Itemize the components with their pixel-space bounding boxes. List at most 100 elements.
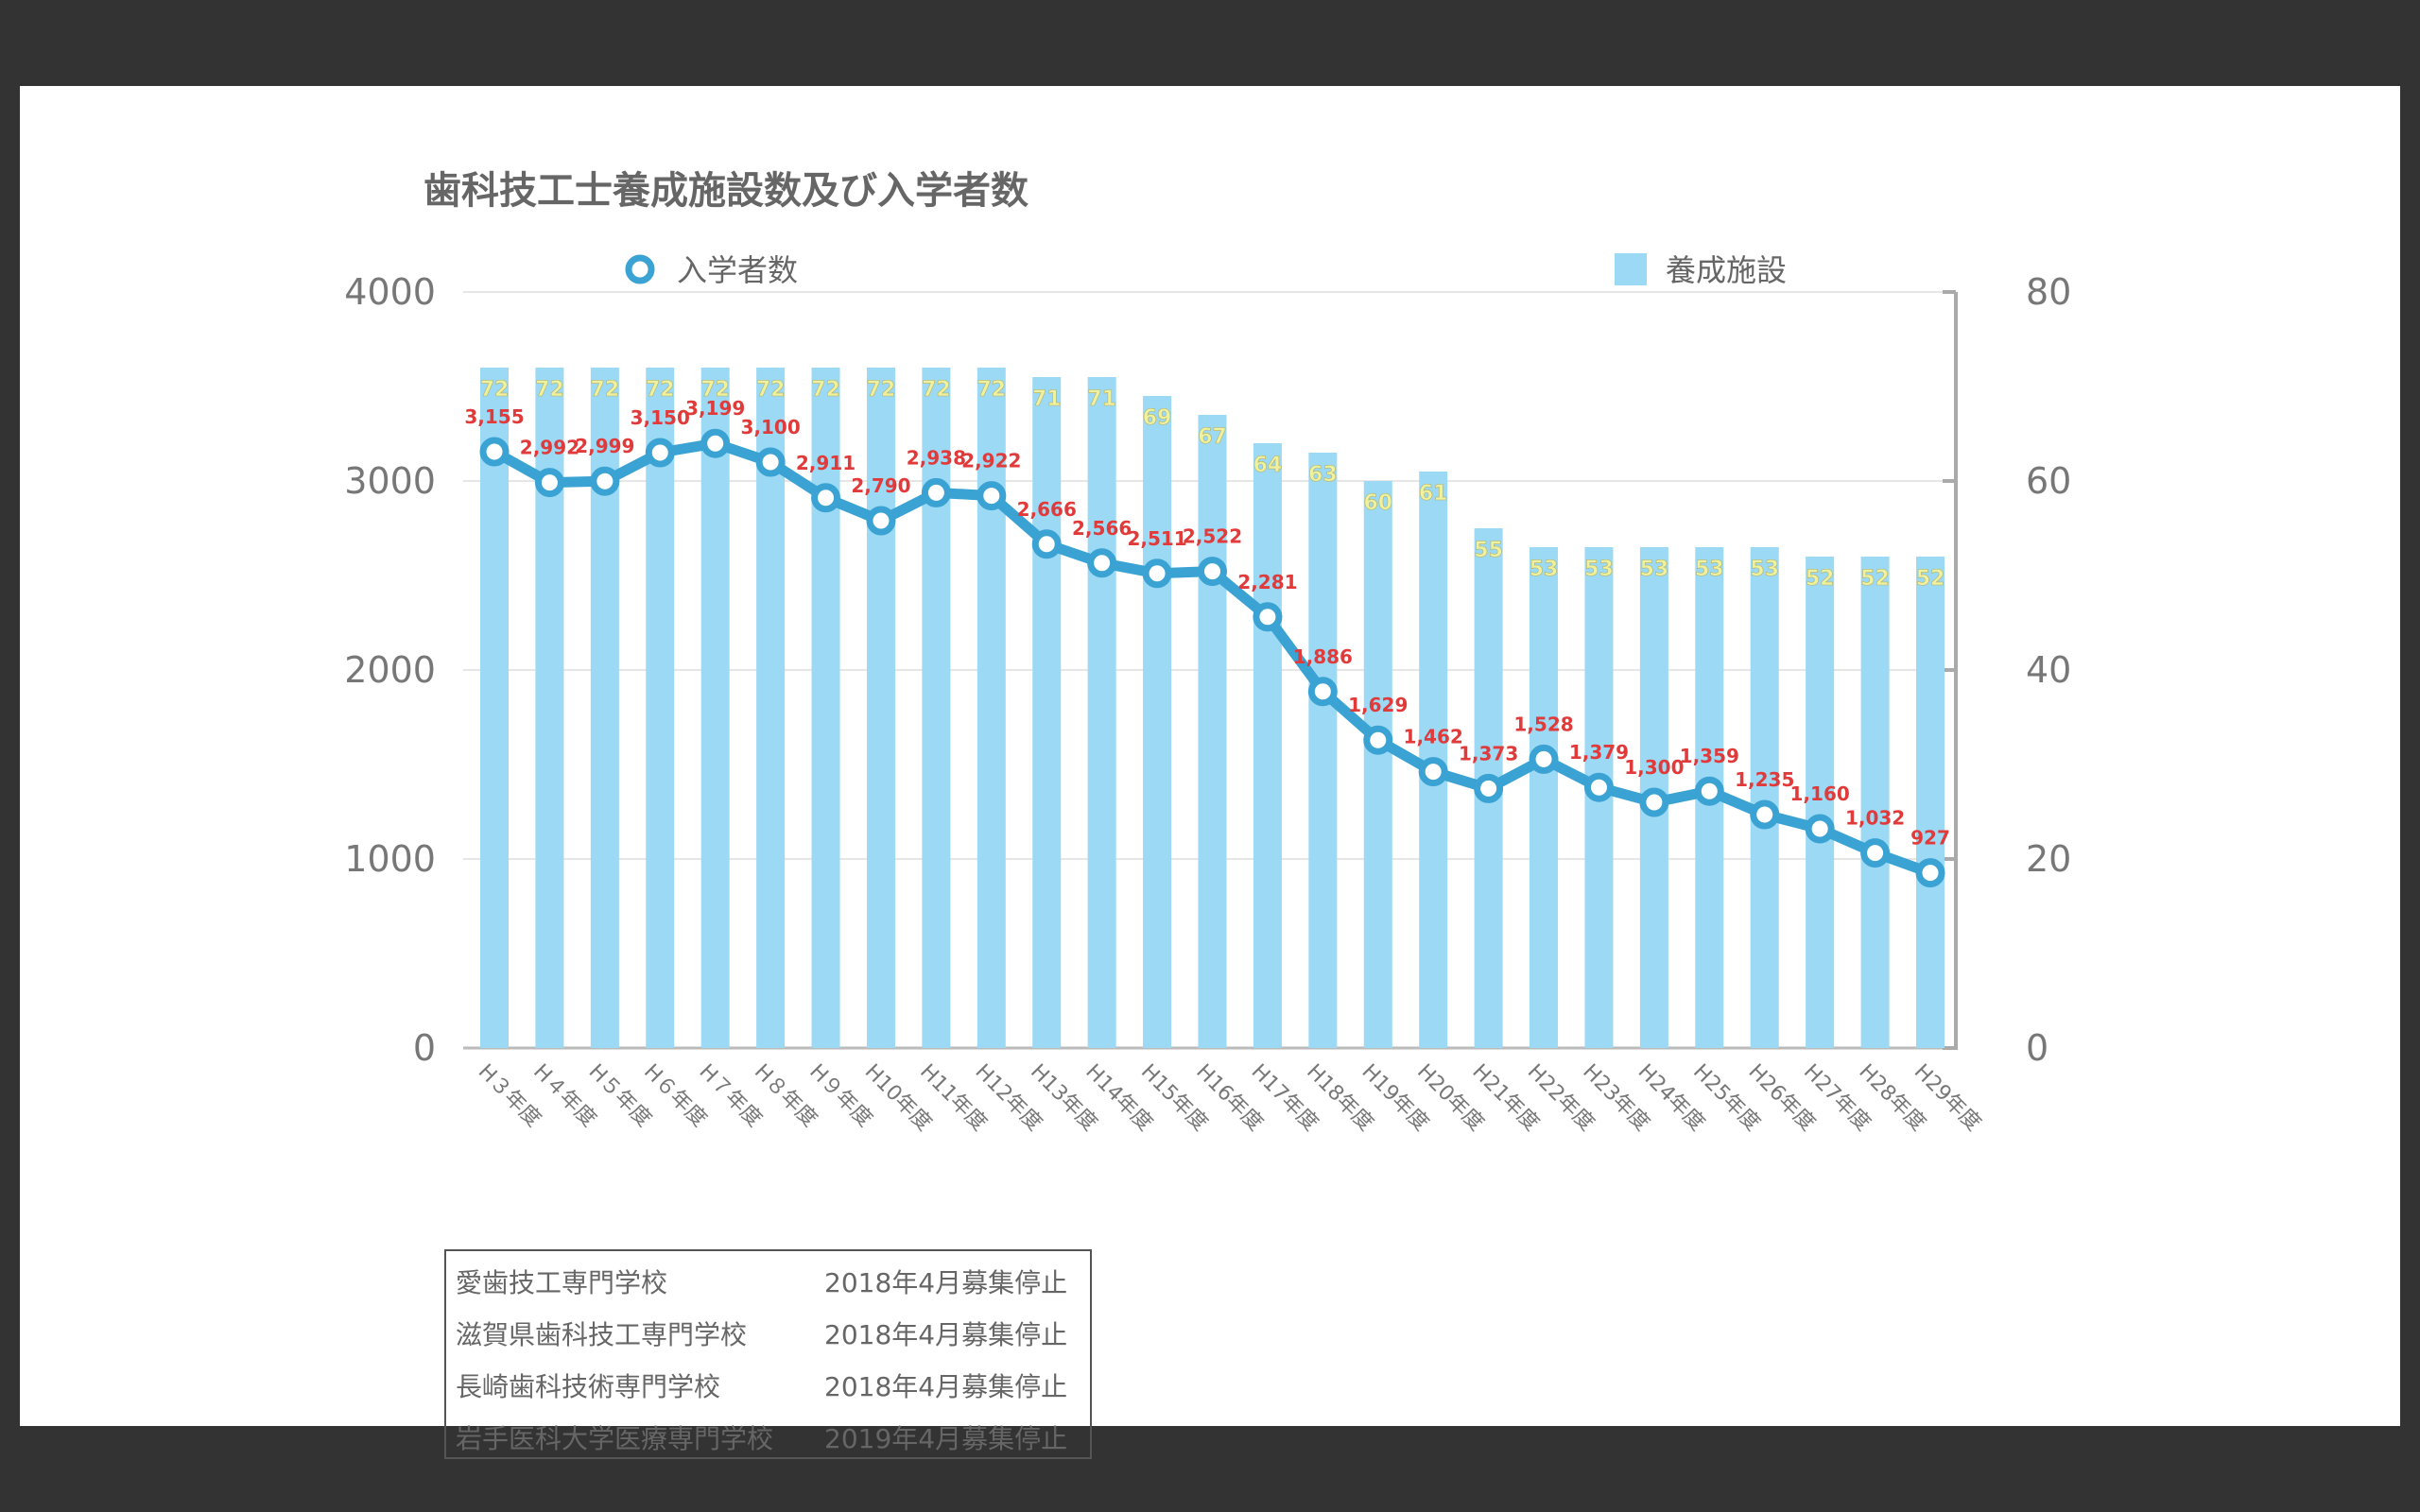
- line-value-label: 927: [1910, 827, 1950, 850]
- line-point: [755, 447, 786, 477]
- line-value-label: 1,032: [1845, 807, 1905, 830]
- bar-value-label: 69: [1143, 406, 1172, 430]
- bar: [1308, 453, 1338, 1048]
- line-point: [1142, 558, 1172, 589]
- right-axis-tick-label: 0: [2026, 1027, 2048, 1069]
- notes-table: 愛歯技工専門学校 2018年4月募集停止 滋賀県歯科技工専門学校 2018年4月…: [444, 1249, 1092, 1459]
- line-value-label: 1,160: [1790, 782, 1850, 805]
- bar-labels: 72 72 72 72 72 72 72 72 72 72 71 71 69 67 64 63 60 61 55 53…: [479, 378, 1945, 592]
- bar: [977, 368, 1006, 1048]
- bar-value-label: 53: [1584, 558, 1614, 581]
- line-point: [866, 506, 896, 536]
- bar-value-label: 55: [1474, 539, 1503, 562]
- x-axis-labels: H３年度H４年度H５年度H６年度H７年度H８年度H９年度H10年度H11年度H1…: [474, 1060, 1985, 1136]
- note-status: 2019年4月募集停止: [824, 1422, 1068, 1454]
- right-axis-tick-label: 20: [2026, 838, 2071, 880]
- bar: [1253, 443, 1282, 1048]
- note-school: 岩手医科大学医療専門学校: [456, 1422, 774, 1454]
- left-axis-tick-label: 2000: [344, 649, 436, 691]
- bar-value-label: 72: [867, 378, 896, 402]
- right-axis-tick-label: 40: [2026, 649, 2071, 691]
- bar: [866, 368, 895, 1048]
- line-point: [1805, 814, 1835, 844]
- bar-value-label: 52: [1860, 567, 1890, 591]
- bar-value-label: 72: [922, 378, 951, 402]
- line-value-label: 1,300: [1624, 756, 1684, 779]
- note-status: 2018年4月募集停止: [824, 1318, 1068, 1350]
- line-value-label: 2,566: [1072, 517, 1132, 540]
- line-point: [1363, 725, 1393, 755]
- bar-value-label: 53: [1640, 558, 1669, 581]
- bar-value-label: 72: [811, 378, 840, 402]
- line-point: [1253, 602, 1283, 632]
- line-point: [1860, 838, 1891, 868]
- bar-value-label: 67: [1198, 425, 1227, 449]
- line-value-label: 3,100: [740, 416, 800, 438]
- line-point: [1639, 787, 1669, 817]
- line-point: [1198, 557, 1227, 587]
- line-value-label: 2,938: [907, 446, 966, 469]
- line-point: [1750, 799, 1780, 830]
- line-value-label: 1,886: [1293, 645, 1353, 668]
- right-axis-tick-label: 60: [2026, 460, 2071, 502]
- note-school: 長崎歯科技術専門学校: [456, 1370, 721, 1402]
- line-point: [977, 481, 1007, 511]
- line-point: [645, 438, 675, 468]
- note-school: 愛歯技工専門学校: [456, 1266, 668, 1298]
- line-point: [921, 477, 951, 507]
- left-axis-tick-label: 1000: [344, 838, 436, 880]
- left-axis: 0 1000 2000 3000 4000: [344, 271, 436, 1069]
- line-value-label: 1,359: [1680, 745, 1739, 767]
- bar-value-label: 53: [1695, 558, 1724, 581]
- line-value-label: 3,150: [631, 406, 690, 429]
- legend-bar-label: 養成施設: [1666, 252, 1787, 288]
- bar-value-label: 61: [1419, 482, 1448, 506]
- bar-value-label: 53: [1530, 558, 1559, 581]
- line-value-label: 2,922: [961, 450, 1021, 472]
- line-value-label: 3,155: [464, 405, 524, 428]
- line-value-label: 2,790: [851, 474, 910, 497]
- bar-value-label: 72: [480, 378, 510, 402]
- line-point: [590, 466, 620, 496]
- line-value-label: 1,379: [1569, 741, 1629, 764]
- bar: [700, 368, 730, 1048]
- note-status: 2018年4月募集停止: [824, 1266, 1068, 1298]
- line-value-label: 2,992: [520, 437, 579, 459]
- bar: [646, 368, 675, 1048]
- right-axis: 0 20 40 60 80: [1943, 271, 2071, 1069]
- line-point: [700, 428, 731, 458]
- line-point: [1087, 548, 1117, 578]
- line-value-label: 3,199: [685, 397, 745, 420]
- line-point: [534, 468, 564, 498]
- chart: 歯科技工士養成施設数及び入学者数 入学者数 養成施設 0 1000 2000 3000…: [344, 169, 2071, 1136]
- line-value-label: 1,462: [1404, 726, 1463, 748]
- legend-line: 入学者数: [625, 252, 798, 288]
- bar-value-label: 71: [1032, 387, 1062, 411]
- line-value-label: 2,522: [1183, 525, 1242, 548]
- bar-value-label: 72: [977, 378, 1006, 402]
- bar: [811, 368, 840, 1048]
- line-point: [1529, 744, 1559, 774]
- bar: [1530, 547, 1559, 1048]
- bar: [1087, 377, 1116, 1048]
- line-point: [1583, 772, 1614, 802]
- line-value-label: 1,373: [1459, 742, 1518, 765]
- left-axis-tick-label: 4000: [344, 271, 436, 313]
- bar-value-label: 72: [700, 378, 730, 402]
- note-row: 滋賀県歯科技工専門学校 2018年4月募集停止: [456, 1307, 1080, 1359]
- bar-value-label: 72: [646, 378, 675, 402]
- bar-value-label: 64: [1253, 454, 1283, 477]
- line-value-label: 2,281: [1237, 571, 1297, 593]
- note-status: 2018年4月募集停止: [824, 1370, 1068, 1402]
- bar: [480, 368, 509, 1048]
- note-row: 長崎歯科技術専門学校 2018年4月募集停止: [456, 1359, 1080, 1411]
- line-value-label: 1,235: [1735, 768, 1794, 791]
- left-axis-tick-label: 0: [413, 1027, 436, 1069]
- bar-value-label: 72: [535, 378, 564, 402]
- bar: [1916, 557, 1945, 1048]
- chart-title: 歯科技工士養成施設数及び入学者数: [424, 169, 1028, 213]
- line-value-label: 2,911: [796, 452, 856, 474]
- legend-bar-swatch-icon: [1615, 253, 1647, 285]
- line-value-label: 1,629: [1348, 694, 1408, 716]
